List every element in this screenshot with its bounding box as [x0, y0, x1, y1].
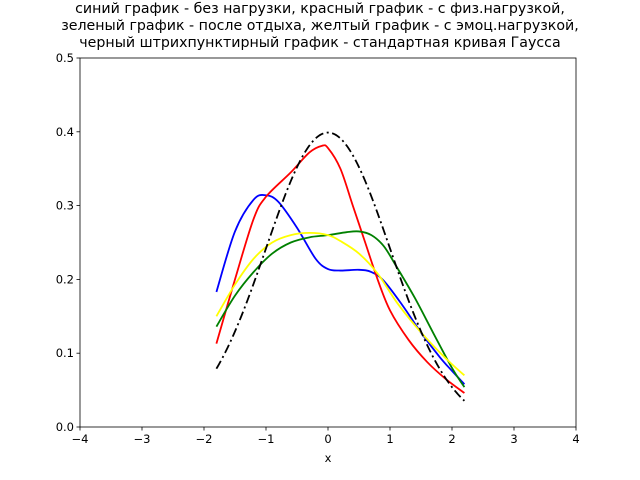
y-tick-label: 0.2 — [56, 272, 74, 286]
title-line-3: черный штрихпунктирный график - стандарт… — [79, 35, 561, 51]
x-tick-label: 1 — [386, 432, 393, 446]
x-axis: −4 −3 −2 −1 0 1 2 3 4 — [72, 427, 580, 446]
x-axis-label: x — [325, 451, 332, 465]
y-tick-label: 0.3 — [56, 199, 74, 213]
x-tick-label: −2 — [196, 432, 213, 446]
y-tick-label: 0.0 — [56, 420, 74, 434]
series-line-gaussian — [215, 131, 466, 402]
series-layer — [215, 131, 466, 402]
x-tick-label: −4 — [72, 432, 89, 446]
series-line-green — [215, 230, 466, 388]
title-line-1: синий график - без нагрузки, красный гра… — [75, 1, 565, 17]
series-line-yellow — [215, 232, 465, 377]
y-tick-label: 0.5 — [56, 51, 74, 65]
y-tick-label: 0.1 — [56, 346, 74, 360]
x-tick-label: 0 — [324, 432, 331, 446]
series-line-red — [215, 144, 465, 394]
x-tick-label: 3 — [510, 432, 517, 446]
series-line-blue — [215, 194, 466, 385]
y-tick-label: 0.4 — [56, 125, 74, 139]
plot-frame — [79, 57, 577, 428]
x-tick-label: 4 — [572, 432, 579, 446]
x-tick-label: −3 — [134, 432, 151, 446]
y-axis: 0.0 0.1 0.2 0.3 0.4 0.5 — [56, 51, 80, 434]
x-tick-label: −1 — [258, 432, 275, 446]
x-tick-label: 2 — [448, 432, 455, 446]
chart-title: синий график - без нагрузки, красный гра… — [0, 1, 640, 52]
title-line-2: зеленый график - после отдыха, желтый гр… — [61, 18, 579, 34]
